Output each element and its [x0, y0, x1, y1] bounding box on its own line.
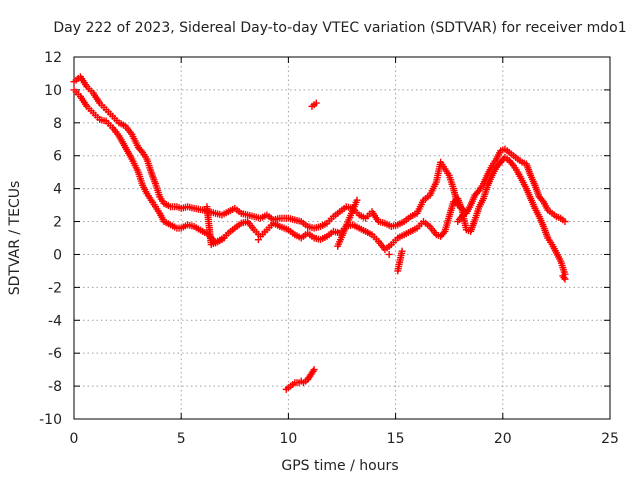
y-tick-label: 6 — [53, 149, 62, 165]
y-tick-label: -8 — [48, 379, 62, 395]
series-scattered-points — [203, 99, 569, 283]
series-negative-segment — [282, 366, 318, 393]
data-points — [70, 73, 569, 393]
x-tick-label: 0 — [70, 431, 79, 447]
data-point — [561, 218, 569, 226]
y-tick-label: 2 — [53, 215, 62, 231]
data-point — [310, 366, 318, 374]
y-tick-label: -6 — [48, 346, 62, 362]
grid-lines — [74, 57, 610, 419]
y-tick-label: -10 — [39, 412, 62, 428]
series-track-lower — [70, 86, 569, 278]
data-point — [460, 209, 468, 217]
y-tick-label: 4 — [53, 182, 62, 198]
x-axis-label: GPS time / hours — [281, 458, 398, 474]
y-tick-label: -4 — [48, 313, 62, 329]
series-track-upper — [70, 73, 569, 232]
x-tick-label: 25 — [601, 431, 619, 447]
y-tick-label: 0 — [53, 247, 62, 263]
x-axis: 0 5 10 15 20 25 — [70, 57, 619, 447]
data-point — [220, 234, 228, 242]
y-axis-label: SDTVAR / TECUs — [7, 181, 23, 296]
data-point — [561, 275, 569, 283]
x-tick-label: 15 — [387, 431, 405, 447]
data-point — [353, 196, 361, 204]
y-tick-label: 8 — [53, 116, 62, 132]
data-point — [385, 250, 393, 258]
y-axis: -10 -8 -6 -4 -2 0 2 4 6 8 10 12 — [39, 50, 610, 428]
x-tick-label: 20 — [494, 431, 512, 447]
plot-frame — [73, 56, 611, 420]
y-tick-label: -2 — [48, 280, 62, 296]
x-tick-label: 5 — [177, 431, 186, 447]
data-point — [398, 247, 406, 255]
y-tick-label: 10 — [44, 83, 62, 99]
chart-title: Day 222 of 2023, Sidereal Day-to-day VTE… — [53, 20, 626, 36]
x-tick-label: 10 — [279, 431, 297, 447]
data-point — [312, 99, 320, 107]
y-tick-label: 12 — [44, 50, 62, 66]
data-point — [560, 273, 568, 281]
data-point — [254, 236, 262, 244]
